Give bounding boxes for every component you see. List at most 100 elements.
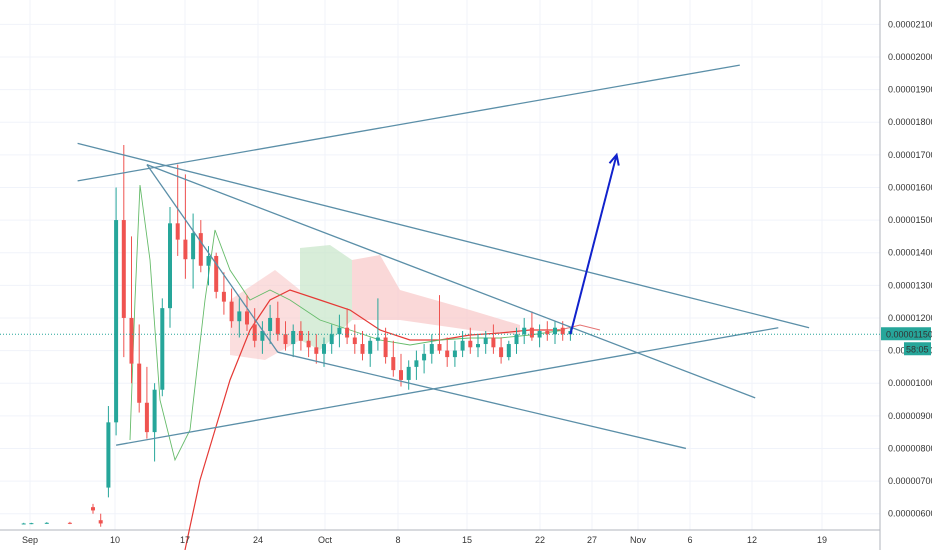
candle-body [483, 337, 488, 345]
x-tick-label: 12 [747, 535, 757, 545]
candle-body [360, 344, 365, 354]
last-price-badge [881, 327, 931, 341]
x-tick-label: Sep [22, 535, 38, 545]
candle-body [383, 337, 388, 358]
candle-body [206, 255, 211, 266]
forecast-arrow-head [608, 152, 620, 166]
candle-body [291, 330, 296, 345]
candle-body [298, 330, 303, 341]
x-tick-label: 17 [180, 535, 190, 545]
candle-body [375, 337, 380, 341]
trendline [115, 327, 779, 446]
candle-body [352, 337, 357, 345]
trendline [77, 142, 810, 329]
candle-body [137, 363, 142, 403]
candle-body [44, 522, 49, 524]
candle-body [560, 327, 565, 335]
candle-body [198, 233, 203, 266]
candle-body [183, 239, 188, 260]
y-tick-label: 0.00002100 [888, 19, 932, 29]
candle-body [437, 344, 442, 351]
countdown-label: 58:05 [906, 344, 929, 354]
candle-body [245, 311, 249, 325]
candle-body [129, 317, 134, 364]
candle-body [514, 334, 519, 345]
candle-body [121, 220, 126, 318]
lagging-span-line [129, 184, 566, 462]
y-tick-label: 0.00001500 [888, 215, 932, 225]
candle-body [545, 330, 550, 335]
candle-body [168, 223, 172, 309]
candle-body [175, 223, 180, 240]
trendline [146, 164, 279, 353]
y-tick-label: 0.00001300 [888, 280, 932, 290]
x-tick-label: 27 [587, 535, 597, 545]
trendline [277, 351, 687, 450]
leading-span-line [559, 324, 601, 331]
y-tick-label: 0.00001600 [888, 182, 932, 192]
y-tick-label: 0.00001900 [888, 85, 932, 95]
x-tick-label: Nov [630, 535, 647, 545]
ichimoku-cloud-bear [352, 255, 520, 335]
candle-body [160, 308, 165, 390]
candle-body [537, 330, 542, 338]
candle-body [283, 334, 288, 345]
candle-body [229, 301, 234, 322]
candle-body [91, 507, 95, 511]
y-tick-label: 0.00002000 [888, 52, 932, 62]
y-tick-label: 0.00001000 [888, 378, 932, 388]
candle-body [306, 340, 311, 348]
y-tick-label: 0.00001800 [888, 117, 932, 127]
countdown-badge [904, 342, 931, 356]
candle-body [252, 324, 257, 341]
y-tick-label: 0.00001200 [888, 313, 932, 323]
candle-body [522, 327, 527, 335]
candle-body [214, 255, 219, 292]
y-tick-label: 0.00001400 [888, 248, 932, 258]
candle-body [460, 340, 465, 351]
candle-body [445, 350, 450, 358]
y-tick-label: 0.00001700 [888, 150, 932, 160]
trendline [146, 163, 756, 399]
candle-body [553, 327, 557, 335]
x-tick-label: 22 [535, 535, 545, 545]
y-tick-label: 0.00000600 [888, 509, 932, 519]
candle-body [268, 317, 273, 331]
candle-body [491, 337, 496, 348]
candle-body [67, 522, 72, 524]
candle-body [399, 370, 403, 380]
candle-body [468, 340, 473, 348]
y-tick-label: 0.00000700 [888, 476, 932, 486]
candle-body [391, 357, 396, 371]
trendline [77, 64, 740, 182]
candle-body [322, 344, 326, 354]
x-tick-label: 10 [110, 535, 120, 545]
x-tick-label: 8 [395, 535, 400, 545]
candle-body [221, 291, 226, 302]
candle-body [414, 360, 419, 367]
candle-body [406, 366, 411, 380]
candle-body [144, 402, 149, 433]
candle-body [191, 233, 196, 260]
candle-body [499, 347, 504, 358]
candle-body [237, 311, 242, 322]
candle-body [29, 523, 34, 525]
candle-body [314, 347, 319, 354]
candle-body [529, 327, 534, 338]
candle-body [429, 344, 434, 354]
x-tick-label: 24 [253, 535, 263, 545]
candle-body [275, 317, 280, 335]
candle-body [98, 520, 103, 524]
candle-body [476, 344, 480, 348]
candle-body [21, 523, 26, 525]
candle-body [452, 350, 457, 358]
x-tick-label: 6 [687, 535, 692, 545]
ichimoku-cloud-bull [300, 245, 352, 350]
moving-average-line [184, 289, 560, 550]
candle-body [506, 344, 511, 358]
x-tick-label: 19 [817, 535, 827, 545]
candle-body [260, 330, 265, 341]
x-tick-label: 15 [462, 535, 472, 545]
last-price-label: 0.00001150 [886, 329, 932, 339]
